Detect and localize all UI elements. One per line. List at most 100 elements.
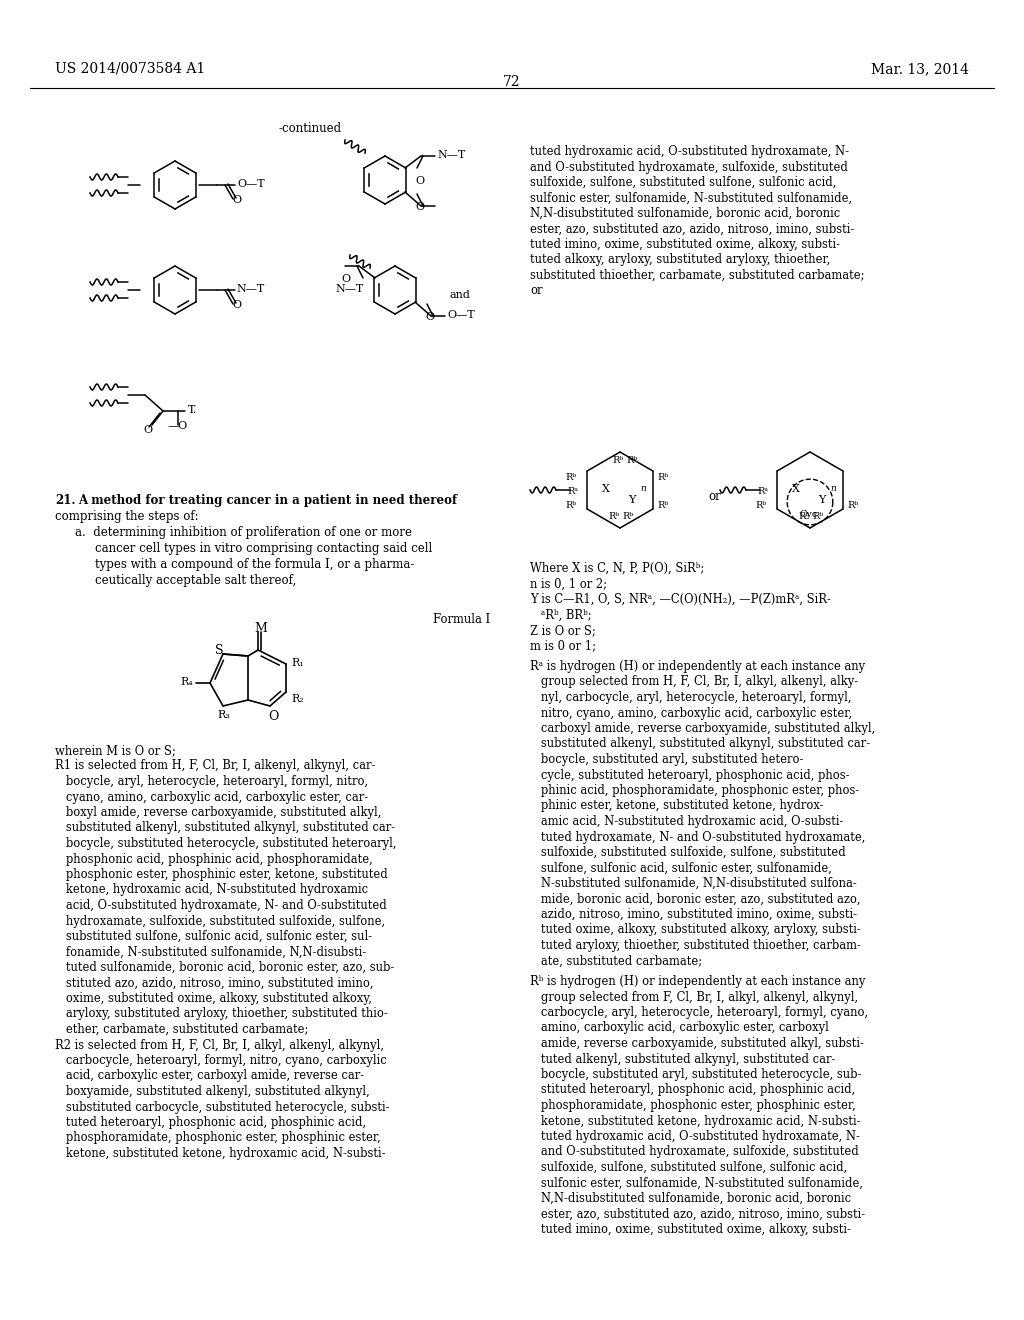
Text: R1 is selected from H, F, Cl, Br, I, alkenyl, alkynyl, car-: R1 is selected from H, F, Cl, Br, I, alk…: [55, 759, 376, 772]
Text: hydroxamate, sulfoxide, substituted sulfoxide, sulfone,: hydroxamate, sulfoxide, substituted sulf…: [55, 915, 385, 928]
Text: phosphoramidate, phosphonic ester, phosphinic ester,: phosphoramidate, phosphonic ester, phosp…: [530, 1100, 856, 1111]
Text: boxyl amide, reverse carboxyamide, substituted alkyl,: boxyl amide, reverse carboxyamide, subst…: [55, 807, 381, 818]
Text: stituted azo, azido, nitroso, imino, substituted imino,: stituted azo, azido, nitroso, imino, sub…: [55, 977, 374, 990]
Text: US 2014/0073584 A1: US 2014/0073584 A1: [55, 62, 205, 77]
Text: substituted alkenyl, substituted alkynyl, substituted car-: substituted alkenyl, substituted alkynyl…: [530, 738, 870, 751]
Text: ate, substituted carbamate;: ate, substituted carbamate;: [530, 954, 702, 968]
Text: O—T: O—T: [447, 310, 475, 319]
Text: Y is C—R1, O, S, NRᵃ, —C(O)(NH₂), —P(Z)mRᵃ, SiR-: Y is C—R1, O, S, NRᵃ, —C(O)(NH₂), —P(Z)m…: [530, 593, 830, 606]
Text: bocycle, substituted heterocycle, substituted heteroaryl,: bocycle, substituted heterocycle, substi…: [55, 837, 396, 850]
Text: Y: Y: [818, 495, 825, 506]
Text: azido, nitroso, imino, substituted imino, oxime, substi-: azido, nitroso, imino, substituted imino…: [530, 908, 857, 921]
Text: substituted alkenyl, substituted alkynyl, substituted car-: substituted alkenyl, substituted alkynyl…: [55, 821, 395, 834]
Text: S: S: [215, 644, 223, 657]
Text: ᵃRᵇ, BRᵇ;: ᵃRᵇ, BRᵇ;: [530, 609, 592, 622]
Text: Rᵇ: Rᵇ: [626, 455, 637, 465]
Text: O: O: [268, 710, 279, 723]
Text: N,N-disubstituted sulfonamide, boronic acid, boronic: N,N-disubstituted sulfonamide, boronic a…: [530, 1192, 851, 1205]
Text: carboxyl amide, reverse carboxyamide, substituted alkyl,: carboxyl amide, reverse carboxyamide, su…: [530, 722, 876, 735]
Text: tuted heteroaryl, phosphonic acid, phosphinic acid,: tuted heteroaryl, phosphonic acid, phosp…: [55, 1115, 367, 1129]
Text: carbocycle, heteroaryl, formyl, nitro, cyano, carboxylic: carbocycle, heteroaryl, formyl, nitro, c…: [55, 1053, 387, 1067]
Text: bocycle, substituted aryl, substituted hetero-: bocycle, substituted aryl, substituted h…: [530, 752, 804, 766]
Text: amide, reverse carboxyamide, substituted alkyl, substi-: amide, reverse carboxyamide, substituted…: [530, 1038, 864, 1049]
Text: phosphonic acid, phosphinic acid, phosphoramidate,: phosphonic acid, phosphinic acid, phosph…: [55, 853, 373, 866]
Text: N-substituted sulfonamide, N,N-disubstituted sulfona-: N-substituted sulfonamide, N,N-disubstit…: [530, 876, 857, 890]
Text: sulfoxide, sulfone, substituted sulfone, sulfonic acid,: sulfoxide, sulfone, substituted sulfone,…: [530, 176, 837, 189]
Text: N—T: N—T: [437, 150, 465, 160]
Text: Rᵇ is hydrogen (H) or independently at each instance any: Rᵇ is hydrogen (H) or independently at e…: [530, 975, 865, 987]
Text: Rᵇ: Rᵇ: [847, 502, 858, 510]
Text: sulfone, sulfonic acid, sulfonic ester, sulfonamide,: sulfone, sulfonic acid, sulfonic ester, …: [530, 862, 831, 874]
Text: O: O: [341, 275, 350, 284]
Text: substituted thioether, carbamate, substituted carbamate;: substituted thioether, carbamate, substi…: [530, 269, 864, 282]
Text: T.: T.: [188, 405, 198, 414]
Text: R₃: R₃: [217, 710, 229, 719]
Text: a.  determining inhibition of proliferation of one or more: a. determining inhibition of proliferati…: [75, 525, 412, 539]
Text: O: O: [232, 300, 241, 310]
Text: Rᵇ: Rᵇ: [755, 502, 766, 510]
Text: fonamide, N-substituted sulfonamide, N,N-disubsti-: fonamide, N-substituted sulfonamide, N,N…: [55, 945, 367, 958]
Text: tuted sulfonamide, boronic acid, boronic ester, azo, sub-: tuted sulfonamide, boronic acid, boronic…: [55, 961, 394, 974]
Text: Rᵃ is hydrogen (H) or independently at each instance any: Rᵃ is hydrogen (H) or independently at e…: [530, 660, 865, 673]
Text: stituted heteroaryl, phosphonic acid, phosphinic acid,: stituted heteroaryl, phosphonic acid, ph…: [530, 1084, 855, 1097]
Text: bocycle, aryl, heterocycle, heteroaryl, formyl, nitro,: bocycle, aryl, heterocycle, heteroaryl, …: [55, 775, 368, 788]
Text: O: O: [415, 202, 424, 213]
Text: cycle, substituted heteroaryl, phosphonic acid, phos-: cycle, substituted heteroaryl, phosphoni…: [530, 768, 850, 781]
Text: ketone, substituted ketone, hydroxamic acid, N-substi-: ketone, substituted ketone, hydroxamic a…: [55, 1147, 385, 1160]
Text: n is 0, 1 or 2;: n is 0, 1 or 2;: [530, 578, 607, 590]
Text: mide, boronic acid, boronic ester, azo, substituted azo,: mide, boronic acid, boronic ester, azo, …: [530, 892, 860, 906]
Text: sulfonic ester, sulfonamide, N-substituted sulfonamide,: sulfonic ester, sulfonamide, N-substitut…: [530, 191, 852, 205]
Text: tuted imino, oxime, substituted oxime, alkoxy, substi-: tuted imino, oxime, substituted oxime, a…: [530, 238, 840, 251]
Text: tuted imino, oxime, substituted oxime, alkoxy, substi-: tuted imino, oxime, substituted oxime, a…: [530, 1224, 851, 1236]
Text: sulfoxide, sulfone, substituted sulfone, sulfonic acid,: sulfoxide, sulfone, substituted sulfone,…: [530, 1162, 847, 1173]
Text: tuted alkoxy, aryloxy, substituted aryloxy, thioether,: tuted alkoxy, aryloxy, substituted arylo…: [530, 253, 830, 267]
Text: R₂: R₂: [291, 694, 304, 704]
Text: comprising the steps of:: comprising the steps of:: [55, 510, 199, 523]
Text: Rᵇ: Rᵇ: [612, 455, 624, 465]
Text: ceutically acceptable salt thereof,: ceutically acceptable salt thereof,: [95, 574, 296, 587]
Text: amino, carboxylic acid, carboxylic ester, carboxyl: amino, carboxylic acid, carboxylic ester…: [530, 1022, 828, 1035]
Text: ester, azo, substituted azo, azido, nitroso, imino, substi-: ester, azo, substituted azo, azido, nitr…: [530, 1208, 865, 1221]
Text: N,N-disubstituted sulfonamide, boronic acid, boronic: N,N-disubstituted sulfonamide, boronic a…: [530, 207, 841, 220]
Text: O: O: [425, 312, 434, 322]
Text: and: and: [449, 290, 470, 300]
Text: sulfoxide, substituted sulfoxide, sulfone, substituted: sulfoxide, substituted sulfoxide, sulfon…: [530, 846, 846, 859]
Text: phosphoramidate, phosphonic ester, phosphinic ester,: phosphoramidate, phosphonic ester, phosp…: [55, 1131, 381, 1144]
Text: ether, carbamate, substituted carbamate;: ether, carbamate, substituted carbamate;: [55, 1023, 308, 1036]
Text: acid, carboxylic ester, carboxyl amide, reverse car-: acid, carboxylic ester, carboxyl amide, …: [55, 1069, 365, 1082]
Text: Y: Y: [628, 495, 635, 506]
Text: cyano, amino, carboxylic acid, carboxylic ester, car-: cyano, amino, carboxylic acid, carboxyli…: [55, 791, 368, 804]
Text: n: n: [830, 484, 836, 492]
Text: substituted sulfone, sulfonic acid, sulfonic ester, sul-: substituted sulfone, sulfonic acid, sulf…: [55, 931, 372, 942]
Text: phinic acid, phosphoramidate, phosphonic ester, phos-: phinic acid, phosphoramidate, phosphonic…: [530, 784, 859, 797]
Text: m is 0 or 1;: m is 0 or 1;: [530, 639, 596, 652]
Text: X: X: [602, 484, 610, 494]
Text: wherein M is O or S;: wherein M is O or S;: [55, 744, 176, 756]
Text: Rᵃ: Rᵃ: [757, 487, 768, 496]
Text: oxime, substituted oxime, alkoxy, substituted alkoxy,: oxime, substituted oxime, alkoxy, substi…: [55, 993, 372, 1005]
Text: Cyc: Cyc: [800, 510, 818, 519]
Text: carbocycle, aryl, heterocycle, heteroaryl, formyl, cyano,: carbocycle, aryl, heterocycle, heteroary…: [530, 1006, 868, 1019]
Text: N—T: N—T: [236, 284, 264, 294]
Text: Rᵇ: Rᵇ: [812, 512, 823, 521]
Text: nyl, carbocycle, aryl, heterocycle, heteroaryl, formyl,: nyl, carbocycle, aryl, heterocycle, hete…: [530, 690, 852, 704]
Text: Rᵇ: Rᵇ: [565, 473, 577, 482]
Text: acid, O-substituted hydroxamate, N- and O-substituted: acid, O-substituted hydroxamate, N- and …: [55, 899, 387, 912]
Text: O: O: [232, 195, 241, 205]
Text: tuted aryloxy, thioether, substituted thioether, carbam-: tuted aryloxy, thioether, substituted th…: [530, 939, 861, 952]
Text: cancer cell types in vitro comprising contacting said cell: cancer cell types in vitro comprising co…: [95, 543, 432, 554]
Text: n: n: [640, 484, 646, 492]
Text: 72: 72: [503, 75, 521, 88]
Text: ketone, substituted ketone, hydroxamic acid, N-substi-: ketone, substituted ketone, hydroxamic a…: [530, 1114, 860, 1127]
Text: and O-substituted hydroxamate, sulfoxide, substituted: and O-substituted hydroxamate, sulfoxide…: [530, 161, 848, 173]
Text: sulfonic ester, sulfonamide, N-substituted sulfonamide,: sulfonic ester, sulfonamide, N-substitut…: [530, 1176, 863, 1189]
Text: group selected from H, F, Cl, Br, I, alkyl, alkenyl, alky-: group selected from H, F, Cl, Br, I, alk…: [530, 676, 858, 689]
Text: group selected from F, Cl, Br, I, alkyl, alkenyl, alkynyl,: group selected from F, Cl, Br, I, alkyl,…: [530, 990, 858, 1003]
Text: N—T: N—T: [335, 284, 364, 294]
Text: Where X is C, N, P, P(O), SiRᵇ;: Where X is C, N, P, P(O), SiRᵇ;: [530, 562, 705, 576]
Text: or: or: [530, 285, 543, 297]
Text: Rᵇ: Rᵇ: [798, 512, 809, 521]
Text: amic acid, N-substituted hydroxamic acid, O-substi-: amic acid, N-substituted hydroxamic acid…: [530, 814, 844, 828]
Text: R₁: R₁: [291, 657, 304, 668]
Text: tuted hydroxamic acid, O-substituted hydroxamate, N-: tuted hydroxamic acid, O-substituted hyd…: [530, 1130, 860, 1143]
